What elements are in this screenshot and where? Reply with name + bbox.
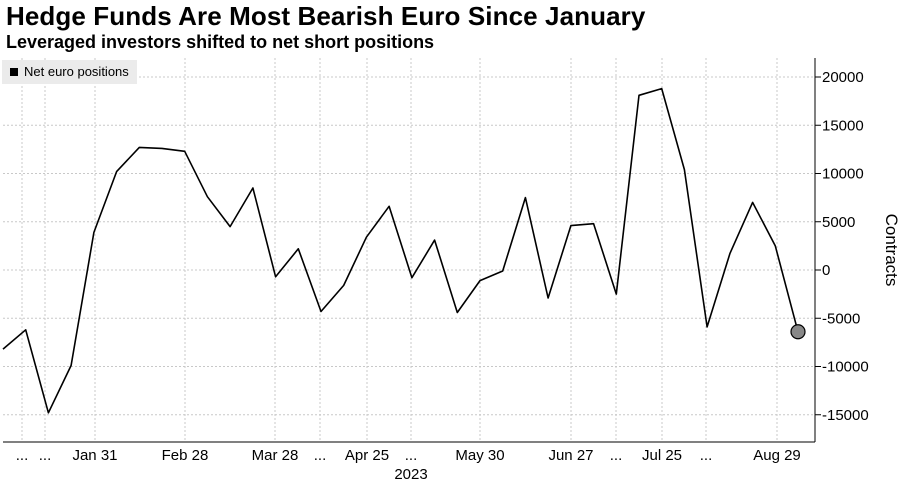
chart-subtitle: Leveraged investors shifted to net short…	[6, 32, 435, 52]
data-point	[229, 226, 231, 228]
x-tick-label: ...	[314, 447, 327, 464]
data-point	[638, 94, 640, 96]
series-layer	[2, 87, 806, 414]
data-point	[138, 146, 140, 148]
data-point	[706, 326, 708, 328]
x-tick-label: Jun 27	[548, 447, 593, 464]
y-tick-label: -10000	[822, 359, 869, 376]
data-point	[2, 348, 4, 350]
data-point	[320, 310, 322, 312]
y-tick-label: 20000	[822, 69, 864, 86]
x-year-label: 2023	[394, 466, 427, 482]
data-point	[729, 253, 731, 255]
series-line-net-euro-positions	[2, 87, 799, 414]
data-point	[479, 280, 481, 282]
data-point	[116, 171, 118, 173]
data-point	[297, 248, 299, 250]
data-point	[184, 150, 186, 152]
x-tick-label: Jul 25	[642, 447, 682, 464]
last-point-marker	[790, 324, 806, 340]
y-tick-label: 5000	[822, 214, 855, 231]
legend-swatch	[10, 67, 18, 76]
data-point	[343, 284, 345, 286]
y-tick-label: 0	[822, 262, 830, 279]
x-tick-label: May 30	[455, 447, 504, 464]
y-tick-label: 15000	[822, 117, 864, 134]
data-point	[615, 293, 617, 295]
data-point	[365, 236, 367, 238]
x-tick-label: ...	[610, 447, 623, 464]
data-point	[570, 225, 572, 227]
x-tick-label: ...	[405, 447, 418, 464]
data-point	[47, 412, 49, 414]
legend-label: Net euro positions	[24, 64, 129, 79]
data-point	[70, 365, 72, 367]
data-point	[434, 239, 436, 241]
axes: 20000 15000 10000 5000 0 -5000 -10000 -15000...…	[3, 58, 901, 482]
data-point	[502, 270, 504, 272]
data-point	[206, 196, 208, 198]
y-tick-label: 10000	[822, 166, 864, 183]
data-point	[524, 197, 526, 199]
x-tick-label: ...	[39, 447, 52, 464]
y-tick-label: -15000	[822, 407, 869, 424]
legend: Net euro positions	[2, 60, 137, 84]
data-point	[25, 329, 27, 331]
grid	[3, 58, 815, 442]
data-point	[683, 169, 685, 171]
x-tick-label: Jan 31	[72, 447, 117, 464]
data-point	[411, 277, 413, 279]
data-point	[661, 88, 663, 90]
x-tick-label: Mar 28	[252, 447, 299, 464]
y-tick-label: -5000	[822, 310, 860, 327]
data-point	[93, 231, 95, 233]
data-point	[547, 297, 549, 299]
data-point	[252, 187, 254, 189]
chart-title: Hedge Funds Are Most Bearish Euro Since …	[6, 1, 646, 31]
data-point	[388, 205, 390, 207]
data-point	[593, 223, 595, 225]
data-point	[275, 276, 277, 278]
data-point	[456, 311, 458, 313]
x-tick-label: ...	[16, 447, 29, 464]
x-tick-label: Apr 25	[345, 447, 389, 464]
data-point	[161, 147, 163, 149]
x-tick-label: Feb 28	[162, 447, 209, 464]
x-tick-label: ...	[700, 447, 713, 464]
y-axis-title: Contracts	[882, 214, 901, 287]
data-point	[752, 201, 754, 203]
data-point	[774, 245, 776, 247]
x-tick-label: Aug 29	[753, 447, 801, 464]
